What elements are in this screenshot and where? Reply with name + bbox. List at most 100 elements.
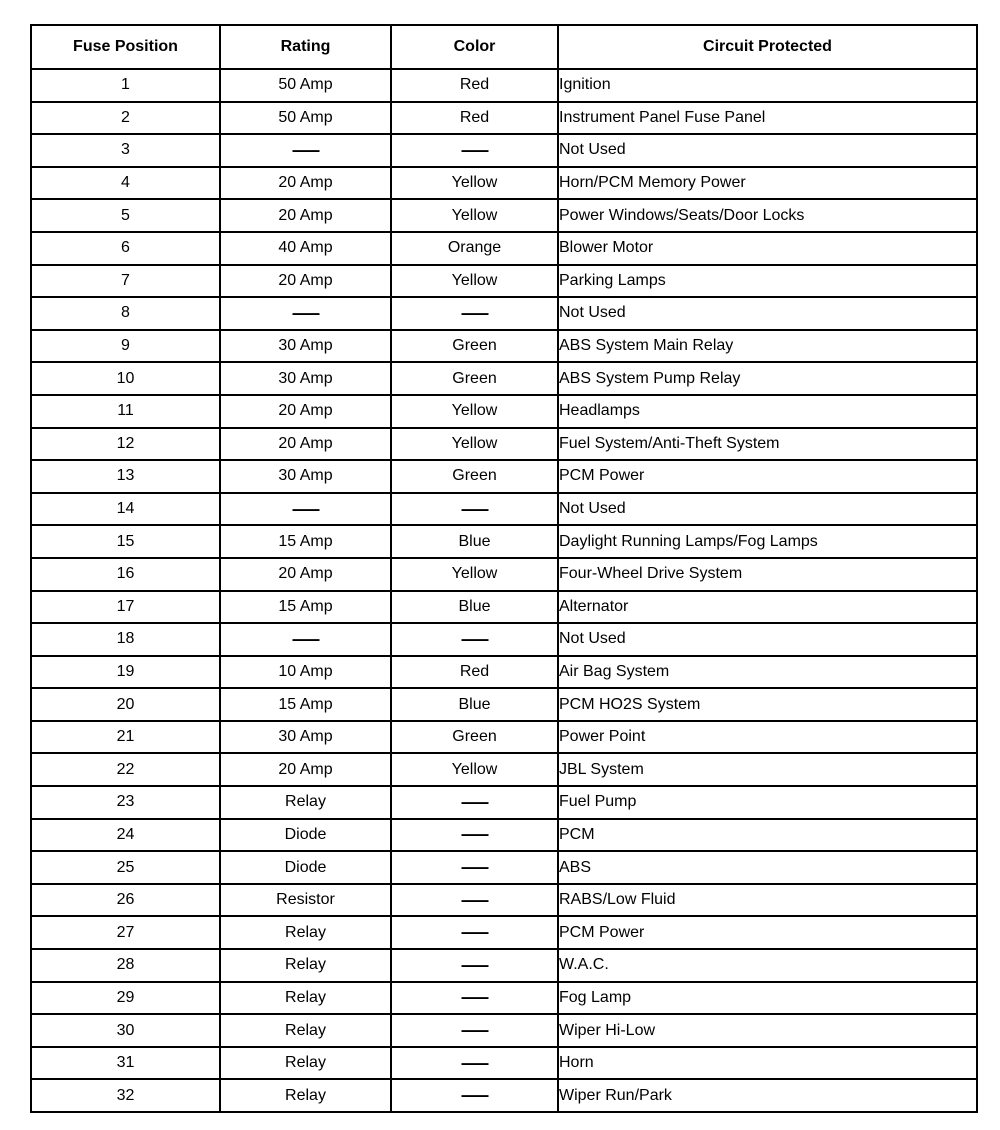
table-row: 2130 AmpGreenPower Point [31, 721, 977, 754]
table-row: 1715 AmpBlueAlternator [31, 591, 977, 624]
cell: Resistor [220, 884, 391, 917]
table-row: 250 AmpRedInstrument Panel Fuse Panel [31, 102, 977, 135]
cell: Headlamps [558, 395, 977, 428]
table-header-row: Fuse Position Rating Color Circuit Prote… [31, 25, 977, 69]
cell: 16 [31, 558, 220, 591]
cell: 30 Amp [220, 460, 391, 493]
cell: — [391, 1047, 558, 1080]
cell: Red [391, 656, 558, 689]
cell: 15 Amp [220, 525, 391, 558]
cell: 11 [31, 395, 220, 428]
cell: Yellow [391, 753, 558, 786]
table-body: 150 AmpRedIgnition250 AmpRedInstrument P… [31, 69, 977, 1112]
cell: 25 [31, 851, 220, 884]
cell: Not Used [558, 493, 977, 526]
cell: PCM [558, 819, 977, 852]
fuse-table: Fuse Position Rating Color Circuit Prote… [30, 24, 978, 1113]
cell: 3 [31, 134, 220, 167]
cell: 5 [31, 199, 220, 232]
cell: 40 Amp [220, 232, 391, 265]
cell: PCM HO2S System [558, 688, 977, 721]
cell: — [391, 786, 558, 819]
table-row: 930 AmpGreenABS System Main Relay [31, 330, 977, 363]
table-row: 28Relay—W.A.C. [31, 949, 977, 982]
table-row: 1030 AmpGreenABS System Pump Relay [31, 362, 977, 395]
cell: Red [391, 69, 558, 102]
col-header-fuse-position: Fuse Position [31, 25, 220, 69]
cell: Alternator [558, 591, 977, 624]
cell: Ignition [558, 69, 977, 102]
cell: — [391, 1014, 558, 1047]
table-row: 29Relay—Fog Lamp [31, 982, 977, 1015]
cell: 24 [31, 819, 220, 852]
cell: — [391, 623, 558, 656]
cell: 26 [31, 884, 220, 917]
cell: — [391, 297, 558, 330]
cell: Yellow [391, 167, 558, 200]
cell: 50 Amp [220, 69, 391, 102]
cell: 19 [31, 656, 220, 689]
cell: Not Used [558, 623, 977, 656]
table-row: 31Relay—Horn [31, 1047, 977, 1080]
cell: Relay [220, 982, 391, 1015]
cell: 18 [31, 623, 220, 656]
cell: 13 [31, 460, 220, 493]
cell: 15 [31, 525, 220, 558]
table-row: 520 AmpYellowPower Windows/Seats/Door Lo… [31, 199, 977, 232]
table-row: 18——Not Used [31, 623, 977, 656]
table-row: 23Relay—Fuel Pump [31, 786, 977, 819]
cell: 21 [31, 721, 220, 754]
cell: Green [391, 362, 558, 395]
table-row: 1515 AmpBlueDaylight Running Lamps/Fog L… [31, 525, 977, 558]
cell: — [220, 623, 391, 656]
cell: — [391, 493, 558, 526]
cell: Orange [391, 232, 558, 265]
table-row: 2015 AmpBluePCM HO2S System [31, 688, 977, 721]
table-row: 1330 AmpGreenPCM Power [31, 460, 977, 493]
table-row: 30Relay—Wiper Hi-Low [31, 1014, 977, 1047]
cell: Blue [391, 591, 558, 624]
cell: Fuel System/Anti-Theft System [558, 428, 977, 461]
cell: 20 Amp [220, 428, 391, 461]
cell: — [391, 819, 558, 852]
cell: — [391, 134, 558, 167]
col-header-rating: Rating [220, 25, 391, 69]
cell: 9 [31, 330, 220, 363]
cell: 7 [31, 265, 220, 298]
cell: — [220, 134, 391, 167]
cell: Air Bag System [558, 656, 977, 689]
cell: 17 [31, 591, 220, 624]
cell: 6 [31, 232, 220, 265]
cell: ABS System Pump Relay [558, 362, 977, 395]
cell: PCM Power [558, 460, 977, 493]
table-row: 640 AmpOrangeBlower Motor [31, 232, 977, 265]
cell: Relay [220, 1014, 391, 1047]
cell: Fuel Pump [558, 786, 977, 819]
cell: Yellow [391, 265, 558, 298]
table-row: 3——Not Used [31, 134, 977, 167]
cell: 2 [31, 102, 220, 135]
cell: 20 Amp [220, 395, 391, 428]
cell: RABS/Low Fluid [558, 884, 977, 917]
cell: 15 Amp [220, 688, 391, 721]
cell: 30 Amp [220, 721, 391, 754]
table-row: 27Relay—PCM Power [31, 916, 977, 949]
cell: JBL System [558, 753, 977, 786]
cell: 50 Amp [220, 102, 391, 135]
cell: — [391, 1079, 558, 1112]
cell: Relay [220, 786, 391, 819]
cell: Green [391, 721, 558, 754]
cell: Parking Lamps [558, 265, 977, 298]
cell: Red [391, 102, 558, 135]
cell: — [391, 851, 558, 884]
page: Fuse Position Rating Color Circuit Prote… [0, 0, 1000, 1130]
cell: Relay [220, 949, 391, 982]
cell: Horn/PCM Memory Power [558, 167, 977, 200]
cell: 20 Amp [220, 753, 391, 786]
cell: Power Point [558, 721, 977, 754]
table-row: 25Diode—ABS [31, 851, 977, 884]
cell: ABS System Main Relay [558, 330, 977, 363]
col-header-circuit: Circuit Protected [558, 25, 977, 69]
table-row: 420 AmpYellowHorn/PCM Memory Power [31, 167, 977, 200]
table-row: 1620 AmpYellowFour-Wheel Drive System [31, 558, 977, 591]
